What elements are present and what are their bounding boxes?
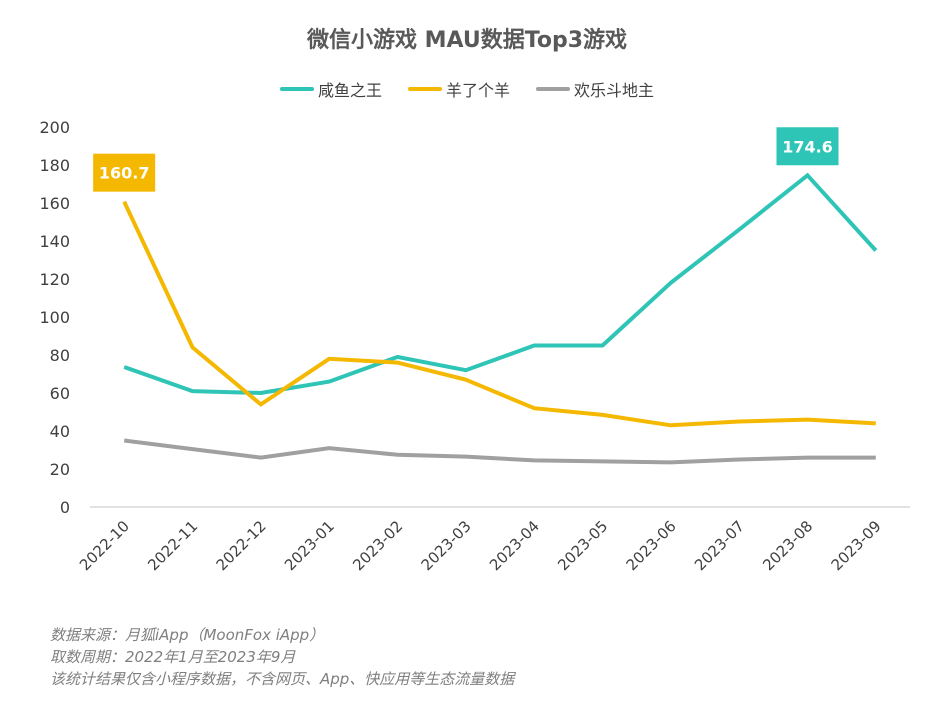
x-axis: 2022-10 2022-11 2022-12 2023-01 2023-02 2023-… bbox=[76, 506, 910, 574]
data-label-box bbox=[93, 153, 156, 192]
y-tick-label: 120 bbox=[39, 270, 70, 289]
series-line-0 bbox=[123, 172, 878, 396]
x-tick-label: 2023-01 bbox=[281, 517, 338, 574]
x-tick-label: 2022-11 bbox=[144, 517, 201, 574]
legend-item-1: 羊了个羊 bbox=[407, 77, 510, 101]
y-tick-label: 80 bbox=[50, 346, 70, 365]
x-tick-label: 2022-10 bbox=[76, 517, 133, 574]
footer: 数据来源：月狐iApp（MoonFox iApp） 取数周期：2022年1月至2… bbox=[50, 624, 514, 690]
legend-swatch-2 bbox=[536, 87, 570, 91]
footer-note: 该统计结果仅含小程序数据，不含网页、App、快应用等生态流量数据 bbox=[50, 670, 515, 688]
x-tick-label: 2023-02 bbox=[349, 517, 406, 574]
legend-label-0: 咸鱼之王 bbox=[317, 81, 382, 100]
y-tick-label: 40 bbox=[50, 422, 70, 441]
x-tick-label: 2023-05 bbox=[554, 517, 611, 574]
footer-source: 数据来源：月狐iApp（MoonFox iApp） bbox=[50, 626, 325, 644]
y-tick-label: 180 bbox=[39, 156, 70, 175]
x-tick-label: 2023-07 bbox=[691, 517, 748, 574]
chart-title: 微信小游戏 MAU数据Top3游戏 bbox=[306, 28, 628, 53]
legend: 咸鱼之王 羊了个羊 欢乐斗地主 bbox=[0, 77, 934, 101]
y-tick-label: 160 bbox=[39, 194, 70, 213]
data-label: 174.6 bbox=[782, 137, 833, 156]
y-axis: 0 20 40 60 80 100 120 140 160 180 200 bbox=[39, 118, 70, 517]
y-tick-label: 140 bbox=[39, 232, 70, 251]
x-tick-label: 2022-12 bbox=[213, 517, 270, 574]
data-label-box bbox=[776, 127, 839, 166]
x-tick-label: 2023-08 bbox=[759, 517, 816, 574]
data-labels: 160.7 174.6 bbox=[93, 127, 839, 192]
data-label: 160.7 bbox=[99, 164, 150, 183]
series-line-1 bbox=[122, 200, 876, 428]
legend-label-2: 欢乐斗地主 bbox=[574, 81, 655, 100]
x-tick-label: 2023-04 bbox=[486, 517, 543, 574]
legend-item-2: 欢乐斗地主 bbox=[536, 77, 654, 101]
y-tick-label: 100 bbox=[39, 308, 70, 327]
x-tick-label: 2023-09 bbox=[828, 517, 885, 574]
series-lines bbox=[122, 172, 878, 465]
y-tick-label: 200 bbox=[39, 118, 70, 137]
legend-swatch-0 bbox=[279, 87, 314, 91]
y-tick-label: 60 bbox=[50, 384, 70, 403]
x-tick-label: 2023-06 bbox=[623, 517, 680, 574]
legend-label-1: 羊了个羊 bbox=[445, 81, 510, 100]
legend-item-0: 咸鱼之王 bbox=[279, 77, 382, 101]
y-tick-label: 0 bbox=[60, 498, 70, 517]
legend-swatch-1 bbox=[407, 87, 442, 91]
series-line-2 bbox=[123, 438, 876, 465]
y-tick-label: 20 bbox=[50, 460, 70, 479]
footer-period: 取数周期：2022年1月至2023年9月 bbox=[50, 648, 296, 666]
x-tick-label: 2023-03 bbox=[418, 517, 475, 574]
